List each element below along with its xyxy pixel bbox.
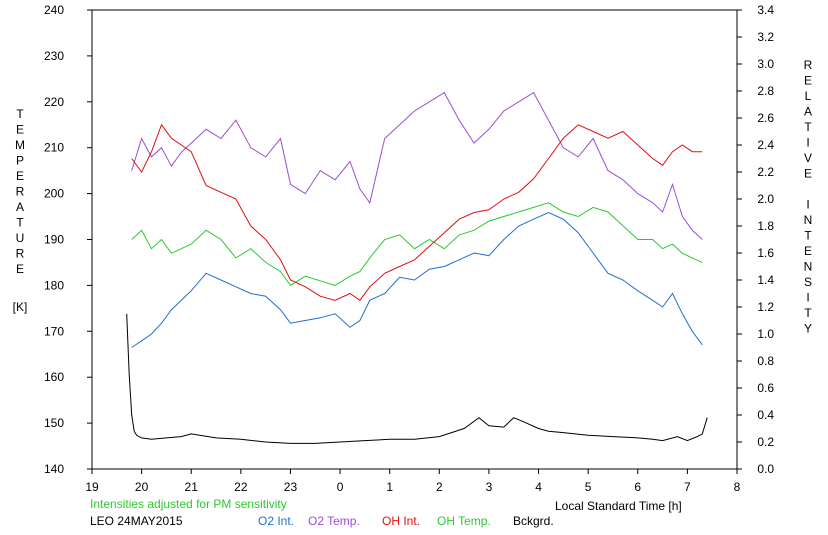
x-tick-label: 8 [734,480,741,494]
x-tick-label: 22 [234,480,248,494]
pm-sensitivity-note: Intensities adjusted for PM sensitivity [90,497,287,511]
right-tick-label: 1.0 [757,327,774,341]
legend-item: OH Temp. [437,514,491,528]
x-axis-ticks: 19 20 21 22 23 0 1 2 3 4 5 6 7 8 [85,469,741,494]
left-axis-label-letter: E [16,262,24,276]
right-tick-label: 1.2 [757,300,774,314]
right-tick-label: 0.4 [757,408,774,422]
right-axis-label-letter: E [804,74,812,88]
right-axis-label-letter: I [806,291,809,305]
right-axis-label-letter: I [806,136,809,150]
left-axis-label-letter: M [15,138,25,152]
legend-item: Bckgrd. [513,514,554,528]
left-tick-label: 220 [44,95,64,109]
right-tick-label: 0.2 [757,435,774,449]
left-axis-label-letter: E [16,123,24,137]
series-o2-temp-line [131,91,703,240]
right-tick-label: 2.0 [757,192,774,206]
x-tick-label: 7 [684,480,691,494]
x-tick-label: 3 [486,480,493,494]
right-axis-label-letter: T [804,306,812,320]
left-axis-label-letter: P [16,154,24,168]
left-tick-label: 150 [44,416,64,430]
x-tick-label: 21 [185,480,199,494]
series-oh-int-line [131,123,703,301]
right-axis-label-letter: Y [804,322,812,336]
x-tick-label: 6 [634,480,641,494]
right-tick-label: 0.6 [757,381,774,395]
left-tick-label: 230 [44,49,64,63]
right-axis-label-letter: E [804,244,812,258]
right-tick-label: 2.4 [757,138,774,152]
legend-item: O2 Int. [258,514,294,528]
left-tick-label: 180 [44,278,64,292]
left-tick-label: 240 [44,3,64,17]
series-bckgrd-line [126,313,708,444]
right-axis-label-letter: T [804,229,812,243]
right-tick-label: 1.8 [757,219,774,233]
right-tick-label: 3.0 [757,57,774,71]
series-o2-int-line [131,211,703,348]
right-tick-label: 2.6 [757,111,774,125]
right-tick-label: 3.4 [757,3,774,17]
right-axis-label-letter: I [806,198,809,212]
right-axis-label-letter: T [804,120,812,134]
legend-item: OH Int. [382,514,420,528]
right-tick-label: 0.8 [757,354,774,368]
x-tick-label: 23 [284,480,298,494]
station-label: LEO 24MAY2015 [90,514,183,528]
right-axis-label-letter: N [804,213,813,227]
left-axis-ticks: 140 150 160 170 180 190 200 210 220 230 240 [44,3,92,476]
right-tick-label: 2.8 [757,84,774,98]
legend: O2 Int. O2 Temp. OH Int. OH Temp. Bckgrd. [258,514,554,528]
left-axis-label-letter: T [16,107,24,121]
left-axis-label-letter: R [16,185,25,199]
right-axis-label-letter: N [804,260,813,274]
right-tick-label: 2.2 [757,165,774,179]
left-axis-label-letter: E [16,169,24,183]
legend-item: O2 Temp. [308,514,360,528]
left-tick-label: 190 [44,233,64,247]
x-tick-label: 19 [85,480,99,494]
x-tick-label: 5 [585,480,592,494]
right-axis-label-letter: S [804,275,812,289]
left-tick-label: 160 [44,370,64,384]
left-axis-label-letter: U [16,231,25,245]
right-tick-label: 1.6 [757,246,774,260]
left-tick-label: 210 [44,141,64,155]
right-axis-ticks: 0.0 0.2 0.4 0.6 0.8 1.0 1.2 1.4 1.6 1.8 2.0 2.2 2.4 2… [737,3,774,476]
series-oh-temp-line [131,202,703,287]
x-tick-label: 2 [436,480,443,494]
x-tick-label: 20 [135,480,149,494]
right-axis-label-letter: L [805,89,812,103]
right-tick-label: 0.0 [757,462,774,476]
right-axis-label-letter: R [804,58,813,72]
left-axis-unit: [K] [13,300,28,314]
x-axis-label: Local Standard Time [h] [555,499,682,513]
right-axis-label-letter: A [804,105,812,119]
left-axis-label-letter: R [16,247,25,261]
x-tick-label: 4 [535,480,542,494]
left-tick-label: 200 [44,187,64,201]
right-axis-label-letter: V [804,151,812,165]
right-tick-label: 1.4 [757,273,774,287]
x-tick-label: 0 [337,480,344,494]
series-layer [126,91,708,444]
left-axis-label-letter: A [16,200,24,214]
left-tick-label: 170 [44,324,64,338]
x-tick-label: 1 [386,480,393,494]
right-axis-label-letter: E [804,167,812,181]
left-axis-label-letter: T [16,216,24,230]
right-tick-label: 3.2 [757,30,774,44]
left-tick-label: 140 [44,462,64,476]
